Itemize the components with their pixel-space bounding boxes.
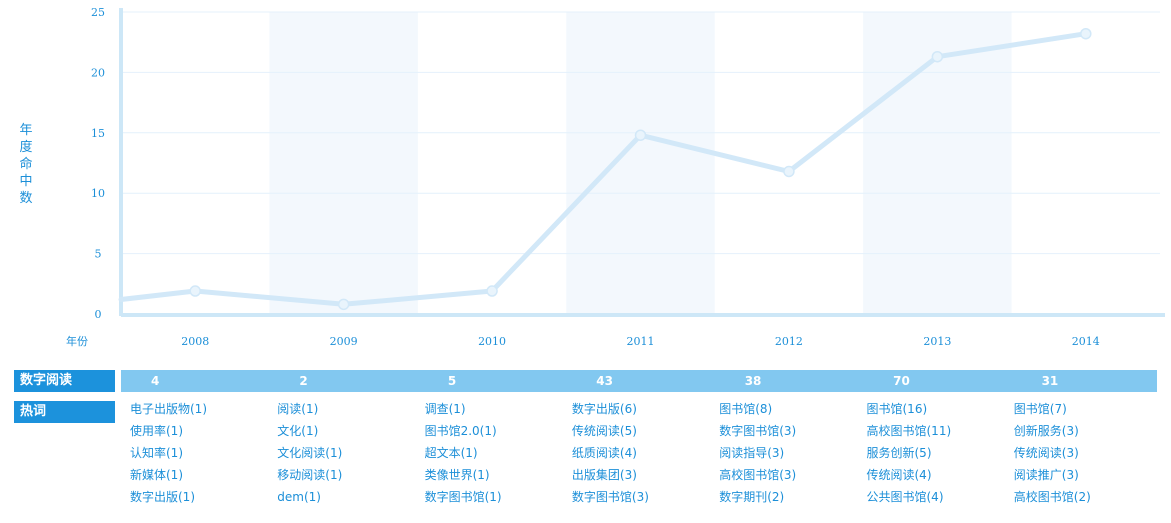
column-band [566,12,715,314]
summary-count: 31 [1041,374,1059,388]
hotword-item[interactable]: 数字图书馆(3) [571,490,649,504]
hotword-item[interactable]: 传统阅读(3) [1013,446,1079,460]
hotword-item[interactable]: 数字期刊(2) [719,490,785,504]
series-line [118,27,1092,311]
y-axis-title-char: 中 [19,174,33,189]
y-axis-title-char: 数 [19,191,33,206]
hotword-item[interactable]: 数字出版(6) [571,402,637,416]
column-bands [269,12,1012,314]
hotword-item[interactable]: 阅读推广(3) [1013,468,1079,482]
data-point [337,298,350,311]
y-axis-title-char: 年 [19,123,33,138]
x-tick-label: 2013 [923,335,951,348]
hotwords-column: 调查(1) 图书馆2.0(1) 超文本(1) 类像世界(1) 数字图书馆(1) [425,398,575,508]
data-point [189,285,201,297]
summary-bar: 4 2 5 43 38 70 31 [121,370,1157,392]
hotwords-column: 图书馆(8) 数字图书馆(3) 阅读指导(3) 高校图书馆(3) 数字期刊(2) [719,398,869,508]
hotword-item[interactable]: 超文本(1) [424,446,478,460]
x-tick-label: 2011 [627,335,655,348]
hotwords-column: 图书馆(7) 创新服务(3) 传统阅读(3) 阅读推广(3) 高校图书馆(2) [1014,398,1164,508]
summary-count: 2 [299,374,308,388]
hotword-item[interactable]: 图书馆(16) [866,402,928,416]
hotwords-column: 阅读(1) 文化(1) 文化阅读(1) 移动阅读(1) dem(1) [277,398,427,508]
x-tick-label: 2009 [330,335,358,348]
summary-count: 5 [447,374,457,388]
hotword-item[interactable]: 高校图书馆(11) [866,424,952,438]
hotwords-label: 热词 [14,401,115,423]
data-point [486,285,498,297]
data-point [931,50,944,63]
hotword-item[interactable]: 数字图书馆(1) [424,490,502,504]
summary-row-label: 数字阅读 [14,370,115,392]
data-point [1080,27,1092,40]
hotword-item[interactable]: 传统阅读(5) [571,424,637,438]
y-tick-label: 10 [91,187,105,200]
series-path [118,31,1089,307]
y-tick-label: 15 [91,127,105,140]
hotword-item[interactable]: 类像世界(1) [424,468,490,482]
hotwords-column: 图书馆(16) 高校图书馆(11) 服务创新(5) 传统阅读(4) 公共图书馆(4) [867,398,1017,508]
x-tick-label: 2008 [181,335,209,348]
x-tick-label: 2012 [775,335,803,348]
hotword-item[interactable]: 纸质阅读(4) [571,446,637,460]
hotword-item[interactable]: 高校图书馆(3) [719,468,797,482]
hotword-item[interactable]: 公共图书馆(4) [866,490,944,504]
column-band [269,12,418,314]
y-axis-title-char: 度 [19,140,33,155]
x-tick-label: 2014 [1072,335,1100,348]
hotword-item[interactable]: dem(1) [277,490,321,504]
data-point [783,165,795,178]
y-axis-title: 年度命中数 [18,122,34,207]
y-tick-label: 25 [91,6,105,19]
hotword-item[interactable]: 新媒体(1) [130,468,183,482]
y-tick-label: 0 [95,308,102,321]
hotword-item[interactable]: 调查(1) [424,402,466,416]
hotword-item[interactable]: 高校图书馆(2) [1013,490,1091,504]
hotword-item[interactable]: 阅读指导(3) [719,446,785,460]
x-axis-title: 年份 [66,334,88,348]
hotword-item[interactable]: 数字出版(1) [130,490,195,504]
hotword-item[interactable]: 电子出版物(1) [130,402,207,416]
hotword-item[interactable]: 阅读(1) [277,402,319,416]
hotword-item[interactable]: 图书馆(8) [719,402,773,416]
hotword-item[interactable]: 创新服务(3) [1013,424,1079,438]
hotword-item[interactable]: 图书馆2.0(1) [424,424,497,438]
summary-count: 4 [151,374,160,388]
summary-count: 43 [596,374,613,388]
x-tick-labels: 2008 2009 2010 2011 2012 2013 2014 [181,335,1100,348]
y-axis-title-char: 命 [19,157,33,172]
y-tick-label: 5 [95,248,102,261]
hotword-item[interactable]: 图书馆(7) [1013,402,1067,416]
hotword-item[interactable]: 传统阅读(4) [866,468,932,482]
hotword-item[interactable]: 文化(1) [277,424,319,438]
hotword-item[interactable]: 移动阅读(1) [277,468,343,482]
hotword-item[interactable]: 数字图书馆(3) [719,424,797,438]
data-point [634,129,647,141]
hotword-item[interactable]: 服务创新(5) [866,446,932,460]
hotwords-column: 电子出版物(1) 使用率(1) 认知率(1) 新媒体(1) 数字出版(1) [130,398,280,508]
hotword-item[interactable]: 使用率(1) [130,424,183,438]
hotword-item[interactable]: 文化阅读(1) [277,446,343,460]
summary-count: 70 [893,374,910,388]
x-tick-label: 2010 [478,335,506,348]
hotword-item[interactable]: 认知率(1) [130,446,183,460]
summary-count: 38 [744,374,762,388]
y-tick-labels: 0 5 10 15 20 25 [91,6,105,321]
hotword-item[interactable]: 出版集团(3) [571,468,637,482]
y-tick-label: 20 [91,66,105,79]
hotwords-column: 数字出版(6) 传统阅读(5) 纸质阅读(4) 出版集团(3) 数字图书馆(3) [572,398,722,508]
